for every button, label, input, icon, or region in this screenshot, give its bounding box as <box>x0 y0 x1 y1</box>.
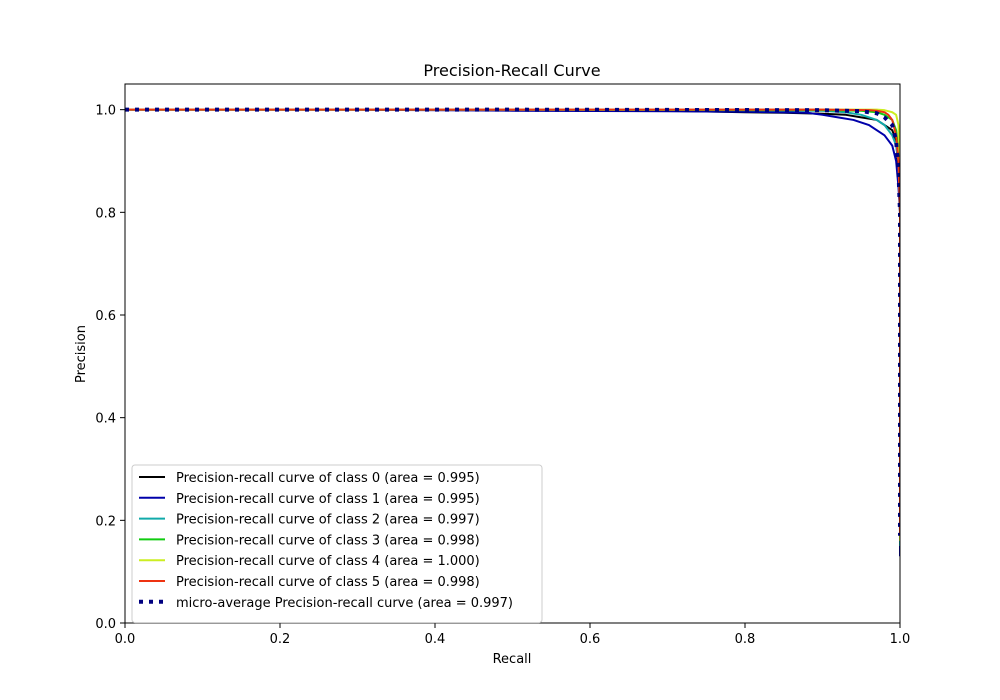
legend-box <box>131 464 543 624</box>
y-tick-label: 0.2 <box>95 514 116 529</box>
series-layer <box>125 107 900 557</box>
legend-label: Precision-recall curve of class 1 (area … <box>176 492 480 507</box>
x-tick-label: 0.4 <box>425 632 446 647</box>
y-tick-label: 0.6 <box>95 309 116 324</box>
legend-label: Precision-recall curve of class 2 (area … <box>176 513 480 528</box>
legend-label: micro-average Precision-recall curve (ar… <box>176 596 513 611</box>
x-tick-label: 0.2 <box>270 632 291 647</box>
x-tick-label: 0.6 <box>580 632 601 647</box>
x-tick-label: 1.0 <box>890 632 911 647</box>
y-tick-label: 0.0 <box>95 617 116 632</box>
y-tick-label: 0.8 <box>95 206 116 221</box>
legend-label: Precision-recall curve of class 3 (area … <box>176 533 480 548</box>
ticks-layer: 0.0 0.2 0.4 0.6 0.8 1.0 0.0 0.2 0.4 0.6 0.8 1.0 <box>95 104 910 647</box>
y-tick-label: 0.4 <box>95 412 116 427</box>
x-tick-label: 0.8 <box>735 632 756 647</box>
legend: Precision-recall curve of class 0 (area … <box>131 464 543 624</box>
y-axis-label: Precision <box>74 325 89 383</box>
y-tick-label: 1.0 <box>95 104 116 119</box>
series-line-class-5 <box>125 108 900 536</box>
x-tick-label: 0.0 <box>115 632 136 647</box>
legend-label: Precision-recall curve of class 4 (area … <box>176 554 480 569</box>
legend-label: Precision-recall curve of class 5 (area … <box>176 575 480 590</box>
legend-label: Precision-recall curve of class 0 (area … <box>176 471 480 486</box>
chart-title: Precision-Recall Curve <box>423 61 600 80</box>
x-axis-label: Recall <box>493 652 532 667</box>
